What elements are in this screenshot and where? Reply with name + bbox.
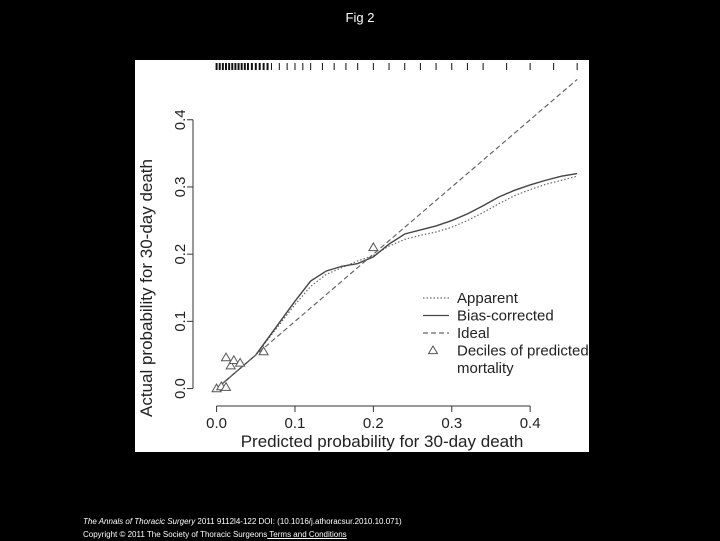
calibration-chart: 0.0 0.1 0.2 0.3 0.4 0.0 0.1 0.2 0.3 0.4 Predicte… — [137, 63, 589, 451]
decile-marker — [234, 357, 246, 367]
copyright-text: Copyright © 2011 The Society of Thoracic… — [83, 530, 268, 539]
x-tick-label: 0.1 — [285, 415, 306, 432]
y-tick-label: 0.4 — [172, 109, 189, 130]
y-tick-label: 0.3 — [172, 177, 189, 198]
decile-marker — [220, 381, 232, 391]
decile-marker — [220, 352, 232, 362]
terms-link[interactable]: Terms and Conditions — [267, 530, 347, 539]
x-axis-label: Predicted probability for 30-day death — [241, 432, 524, 451]
y-axis-label: Actual probability for 30-day death — [137, 159, 156, 417]
series-bias-corrected-line — [216, 172, 578, 390]
legend-ideal-label: Ideal — [457, 325, 490, 342]
x-tick-label: 0.4 — [520, 415, 541, 432]
legend-deciles-of-predicted-mortality-swatch — [427, 345, 439, 355]
decile-marker — [367, 241, 379, 252]
calibration-plot-panel: 0.0 0.1 0.2 0.3 0.4 0.0 0.1 0.2 0.3 0.4 Predicte… — [135, 60, 589, 452]
series-apparent-line — [216, 175, 578, 390]
figure-title: Fig 2 — [345, 10, 375, 25]
decile-marker — [228, 354, 240, 364]
x-tick-label: 0.0 — [206, 415, 227, 432]
journal-name: The Annals of Thoracic Surgery — [83, 517, 196, 526]
series-lines — [216, 78, 578, 390]
legend-deciles-of-predicted-mortality-label: mortality — [457, 360, 514, 377]
y-tick-label: 0.0 — [172, 378, 189, 399]
decile-marker — [258, 346, 270, 356]
x-axis: 0.0 0.1 0.2 0.3 0.4 — [206, 405, 541, 432]
y-tick-label: 0.2 — [172, 244, 189, 265]
x-tick-label: 0.2 — [363, 415, 384, 432]
x-tick-label: 0.3 — [441, 415, 462, 432]
citation-details: 2011 9112l4-122 DOI: (10.1016/j.athoracs… — [195, 517, 402, 526]
legend-deciles-of-predicted-mortality-label: Deciles of predicted — [457, 343, 589, 360]
rug-ticks — [215, 63, 578, 70]
decile-marker — [225, 360, 237, 370]
y-tick-label: 0.1 — [172, 311, 189, 332]
legend-bias-corrected-label: Bias-corrected — [457, 308, 554, 325]
y-axis: 0.0 0.1 0.2 0.3 0.4 — [172, 109, 194, 399]
series-ideal-line — [216, 78, 578, 390]
citation-line: The Annals of Thoracic Surgery 2011 9112… — [83, 515, 402, 528]
decile-markers — [211, 241, 379, 393]
legend-apparent-label: Apparent — [457, 290, 519, 307]
copyright-line: Copyright © 2011 The Society of Thoracic… — [83, 528, 402, 541]
citation-footer: The Annals of Thoracic Surgery 2011 9112… — [83, 515, 402, 541]
